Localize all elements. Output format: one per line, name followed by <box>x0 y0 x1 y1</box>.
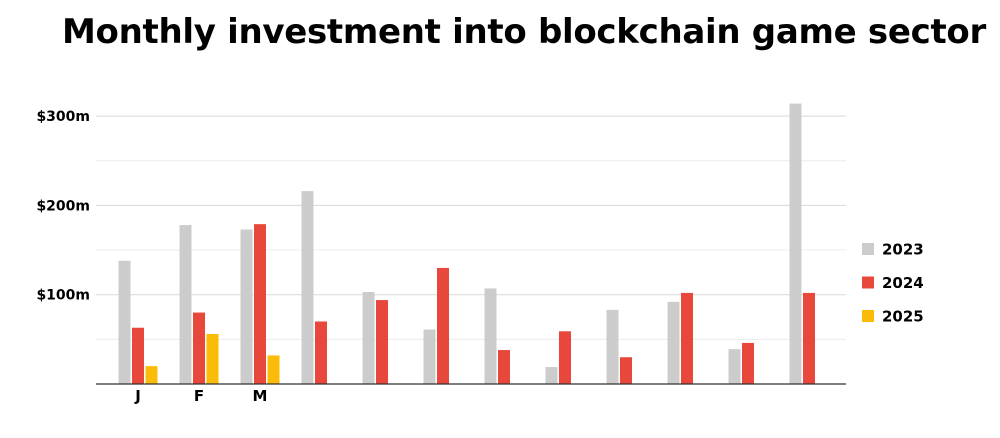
bar-2023-1 <box>179 225 192 384</box>
bar-2025-0 <box>145 366 158 384</box>
gridlines <box>96 115 846 340</box>
bar-2024-6 <box>498 350 510 384</box>
bar-2024-7 <box>559 331 571 384</box>
y-tick-label: $300m <box>36 109 90 125</box>
bar-2024-2 <box>254 224 266 384</box>
bar-2023-7 <box>545 367 558 384</box>
x-category-label: F <box>194 387 204 405</box>
legend-label: 2023 <box>882 241 924 259</box>
bar-2024-5 <box>437 267 449 384</box>
bar-2023-4 <box>362 292 375 384</box>
legend-label: 2025 <box>882 308 924 326</box>
bar-2024-4 <box>376 300 388 384</box>
x-category-label: J <box>134 387 141 405</box>
bar-2023-3 <box>301 191 314 384</box>
legend-swatch-2024 <box>862 276 874 289</box>
y-axis-ticks: $100m $200m $300m <box>36 109 90 304</box>
bar-2025-2 <box>267 355 280 384</box>
bar-2023-8 <box>606 309 619 384</box>
bar-2023-9 <box>667 301 680 384</box>
y-tick-label: $100m <box>36 288 90 304</box>
chart-title: Monthly investment into blockchain game … <box>62 12 986 52</box>
x-category-label: M <box>253 387 268 405</box>
bar-2023-11 <box>789 103 802 385</box>
bar-2023-6 <box>484 288 497 384</box>
bar-2025-1 <box>206 333 219 384</box>
bars <box>118 103 815 385</box>
bar-2024-10 <box>742 342 754 384</box>
bar-2023-5 <box>423 329 436 384</box>
bar-2024-3 <box>315 321 327 384</box>
y-tick-label: $200m <box>36 198 90 214</box>
bar-2023-0 <box>118 260 131 384</box>
legend-swatch-2023 <box>862 243 874 255</box>
bar-2024-0 <box>132 327 144 384</box>
legend: 2023 2024 2025 <box>862 241 924 326</box>
bar-2023-10 <box>728 349 741 384</box>
bar-2024-9 <box>681 292 693 384</box>
legend-label: 2024 <box>882 274 924 292</box>
bar-2024-8 <box>620 357 632 384</box>
bar-2024-1 <box>193 312 205 384</box>
legend-swatch-2025 <box>862 310 874 322</box>
bar-2023-2 <box>240 229 253 384</box>
bar-2024-11 <box>803 292 815 384</box>
